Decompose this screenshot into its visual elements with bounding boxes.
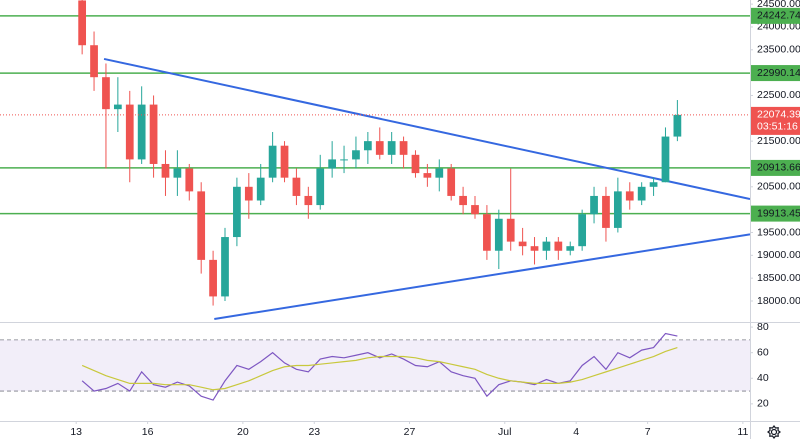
y-tick-label: 60 xyxy=(757,346,769,358)
candle-body xyxy=(352,150,360,160)
candle-body xyxy=(459,195,467,206)
level-label: 24242.74 xyxy=(757,10,800,22)
candle-body xyxy=(197,191,206,260)
candle-body xyxy=(173,168,182,178)
candle-body xyxy=(625,191,634,201)
candle-body xyxy=(471,205,479,215)
candle-body xyxy=(649,182,658,187)
candle-body xyxy=(447,168,456,196)
candle-body xyxy=(125,104,134,160)
candle-body xyxy=(90,45,98,78)
candle-body xyxy=(102,77,110,110)
price-pane xyxy=(0,0,750,320)
y-tick-label: 21500.00 xyxy=(757,135,800,147)
candle-body xyxy=(673,114,682,137)
candle-body xyxy=(399,141,408,155)
candle-body xyxy=(280,145,289,178)
candle-body xyxy=(233,186,241,238)
x-tick-label: 13 xyxy=(70,426,82,438)
x-tick-label: 16 xyxy=(142,426,154,438)
x-tick-label: 7 xyxy=(645,426,651,438)
x-tick-label: Jul xyxy=(498,426,511,438)
candle-body xyxy=(161,163,170,178)
candle-body xyxy=(149,104,158,164)
trend-line xyxy=(214,233,750,320)
candle-body xyxy=(185,168,194,192)
candle-body xyxy=(566,246,575,251)
candle-body xyxy=(244,186,253,201)
last-price-label: 22074.39 xyxy=(757,109,800,121)
rsi-line xyxy=(81,332,678,401)
candle-body xyxy=(554,241,563,251)
y-tick-label: 22500.00 xyxy=(757,89,800,101)
candle-body xyxy=(316,168,325,206)
y-tick-label: 23500.00 xyxy=(757,44,800,56)
x-tick-label: 20 xyxy=(237,426,249,438)
candle-body xyxy=(578,214,587,247)
candle-body xyxy=(375,141,384,155)
candle-body xyxy=(387,141,396,155)
trend-line xyxy=(103,57,750,200)
level-tag xyxy=(751,159,800,176)
candle-body xyxy=(78,0,87,46)
candle-body xyxy=(328,159,337,169)
y-tick-label: 20 xyxy=(757,398,769,410)
level-tag xyxy=(751,7,800,24)
x-tick-label: 23 xyxy=(308,426,320,438)
candle-body xyxy=(340,159,348,161)
level-label: 20913.66 xyxy=(757,162,800,174)
candle-body xyxy=(637,186,646,201)
y-tick-label: 20500.00 xyxy=(757,181,800,193)
level-tag xyxy=(751,65,800,82)
candle-body xyxy=(494,218,503,251)
candle-body xyxy=(602,195,610,228)
y-tick-label: 19000.00 xyxy=(757,249,800,261)
candle-body xyxy=(304,195,313,206)
y-tick-label: 18500.00 xyxy=(757,272,800,284)
candle-body xyxy=(435,168,444,178)
candle-body xyxy=(483,214,491,251)
candle-body xyxy=(209,259,217,297)
y-tick-label: 18000.00 xyxy=(757,295,800,307)
candle-body xyxy=(137,104,146,160)
y-tick-label: 40 xyxy=(757,372,769,384)
candle-body xyxy=(411,154,420,174)
x-tick-label: 4 xyxy=(573,426,579,438)
candle-body xyxy=(590,195,598,215)
y-tick-label: 19500.00 xyxy=(757,226,800,238)
rsi-band xyxy=(0,339,750,392)
y-tick-label: 24500.00 xyxy=(757,0,800,10)
candle-body xyxy=(542,241,551,251)
level-label: 22990.14 xyxy=(757,67,800,79)
candle-body xyxy=(506,218,515,242)
candle-body xyxy=(268,145,277,178)
candle-body xyxy=(221,237,229,297)
y-tick-label: 80 xyxy=(757,321,769,333)
candle-body xyxy=(661,136,670,183)
candle-body xyxy=(518,241,527,247)
candle-body xyxy=(363,141,372,151)
x-tick-label: 11 xyxy=(737,426,748,438)
rsi-pane xyxy=(0,332,750,401)
level-tag xyxy=(751,205,800,222)
x-tick-label: 27 xyxy=(404,426,416,438)
level-label: 19913.45 xyxy=(757,207,800,219)
candle-body xyxy=(292,177,301,196)
candle-body xyxy=(256,177,265,201)
last-price-tag xyxy=(751,106,800,135)
axes: 24500.0024000.0023500.0022500.0022000.00… xyxy=(70,0,800,438)
countdown: 03:51:16 xyxy=(757,121,798,133)
settings-icon[interactable] xyxy=(767,425,781,439)
candle-body xyxy=(530,246,539,251)
candle-body xyxy=(423,173,432,178)
candle-body xyxy=(613,191,622,228)
candle-body xyxy=(113,104,122,110)
rsi-line xyxy=(81,346,678,391)
